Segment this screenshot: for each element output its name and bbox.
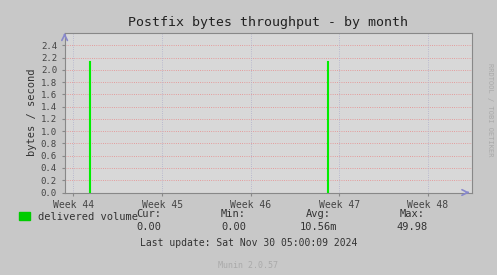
- Text: Cur:: Cur:: [137, 209, 162, 219]
- Text: RRDTOOL / TOBI OETIKER: RRDTOOL / TOBI OETIKER: [487, 63, 493, 157]
- Text: Avg:: Avg:: [306, 209, 331, 219]
- Legend: delivered volume: delivered volume: [15, 207, 142, 226]
- Text: Min:: Min:: [221, 209, 246, 219]
- Text: 49.98: 49.98: [397, 222, 428, 232]
- Text: Last update: Sat Nov 30 05:00:09 2024: Last update: Sat Nov 30 05:00:09 2024: [140, 238, 357, 248]
- Text: Munin 2.0.57: Munin 2.0.57: [219, 260, 278, 270]
- Text: 0.00: 0.00: [137, 222, 162, 232]
- Text: 0.00: 0.00: [221, 222, 246, 232]
- Text: 10.56m: 10.56m: [299, 222, 337, 232]
- Title: Postfix bytes throughput - by month: Postfix bytes throughput - by month: [128, 16, 409, 29]
- Text: Max:: Max:: [400, 209, 425, 219]
- Y-axis label: bytes / second: bytes / second: [27, 69, 37, 156]
